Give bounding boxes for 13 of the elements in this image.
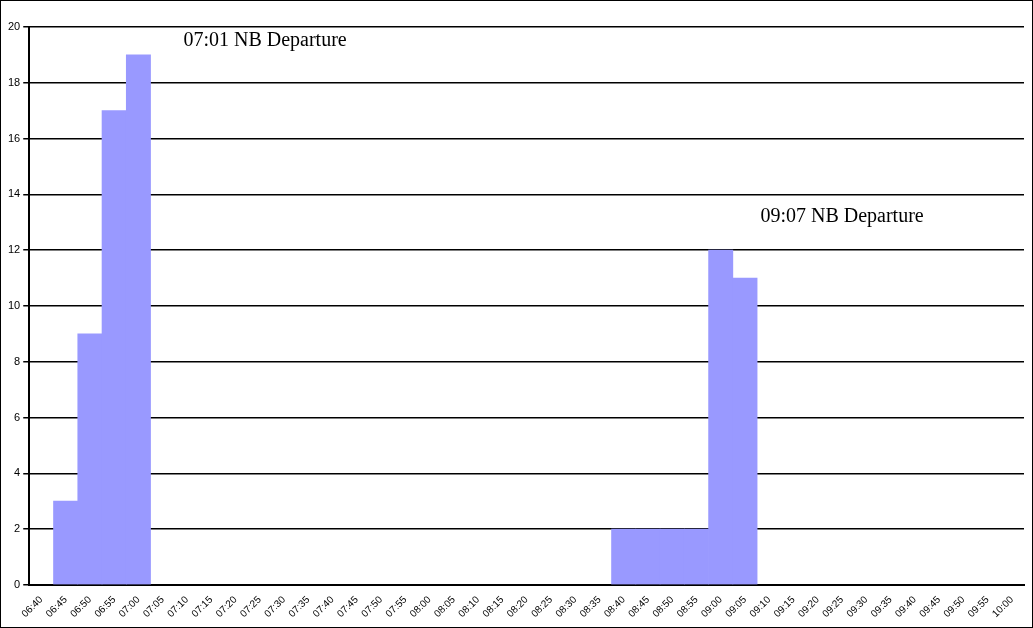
y-tick-label: 10 [7, 298, 21, 311]
annotation: 07:01 NB Departure [183, 28, 347, 52]
y-tick-label: 14 [7, 187, 21, 200]
y-tick-label: 18 [7, 75, 21, 88]
y-tick-label: 4 [14, 466, 21, 479]
y-tick-label: 6 [14, 410, 21, 423]
y-tick-label: 0 [14, 577, 21, 590]
y-tick-label: 20 [7, 20, 21, 33]
y-tick-label: 8 [14, 354, 21, 367]
y-tick-label: 16 [7, 131, 21, 144]
y-tick-label: 2 [14, 522, 21, 535]
y-tick-label: 12 [7, 243, 21, 256]
annotation: 09:07 NB Departure [760, 203, 924, 227]
